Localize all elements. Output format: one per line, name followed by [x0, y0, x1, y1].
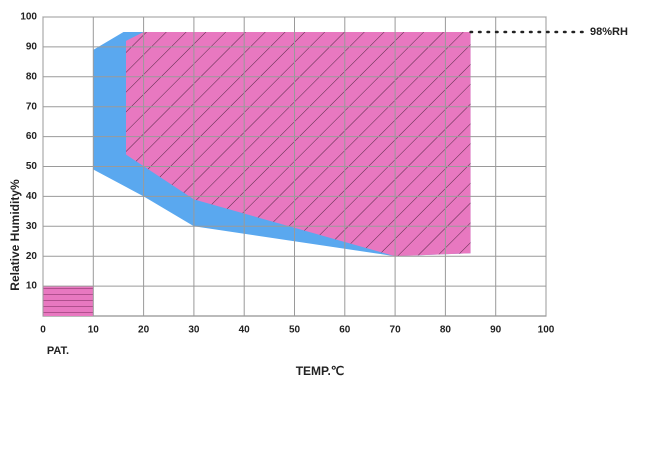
- annotation: PAT.: [47, 345, 69, 357]
- x-tick-label: 10: [88, 325, 100, 336]
- y-tick-label: 10: [26, 281, 38, 292]
- x-tick-label: 20: [138, 325, 150, 336]
- y-tick-label: 50: [26, 161, 38, 172]
- y-tick-label: 40: [26, 191, 38, 202]
- x-tick-label: 90: [490, 325, 502, 336]
- y-tick-label: 60: [26, 131, 38, 142]
- y-tick-label: 20: [26, 251, 38, 262]
- x-tick-label: 100: [538, 325, 555, 336]
- y-tick-label: 90: [26, 42, 38, 53]
- y-axis-label: Relative Humidity%: [8, 179, 22, 291]
- annotation: 98%RH: [590, 26, 628, 38]
- x-tick-label: 30: [188, 325, 200, 336]
- x-tick-label: 50: [289, 325, 301, 336]
- x-tick-label: 80: [440, 325, 452, 336]
- x-axis-label: TEMP.℃: [296, 364, 345, 378]
- y-tick-label: 80: [26, 71, 38, 82]
- x-tick-label: 70: [390, 325, 402, 336]
- y-tick-label: 70: [26, 101, 38, 112]
- region-hatch: [125, 31, 471, 257]
- x-tick-label: 0: [40, 325, 46, 336]
- y-tick-label: 30: [26, 221, 38, 232]
- x-tick-label: 40: [239, 325, 251, 336]
- region-hatch: [43, 286, 94, 316]
- x-tick-label: 60: [339, 325, 351, 336]
- y-tick-label: 100: [20, 12, 37, 23]
